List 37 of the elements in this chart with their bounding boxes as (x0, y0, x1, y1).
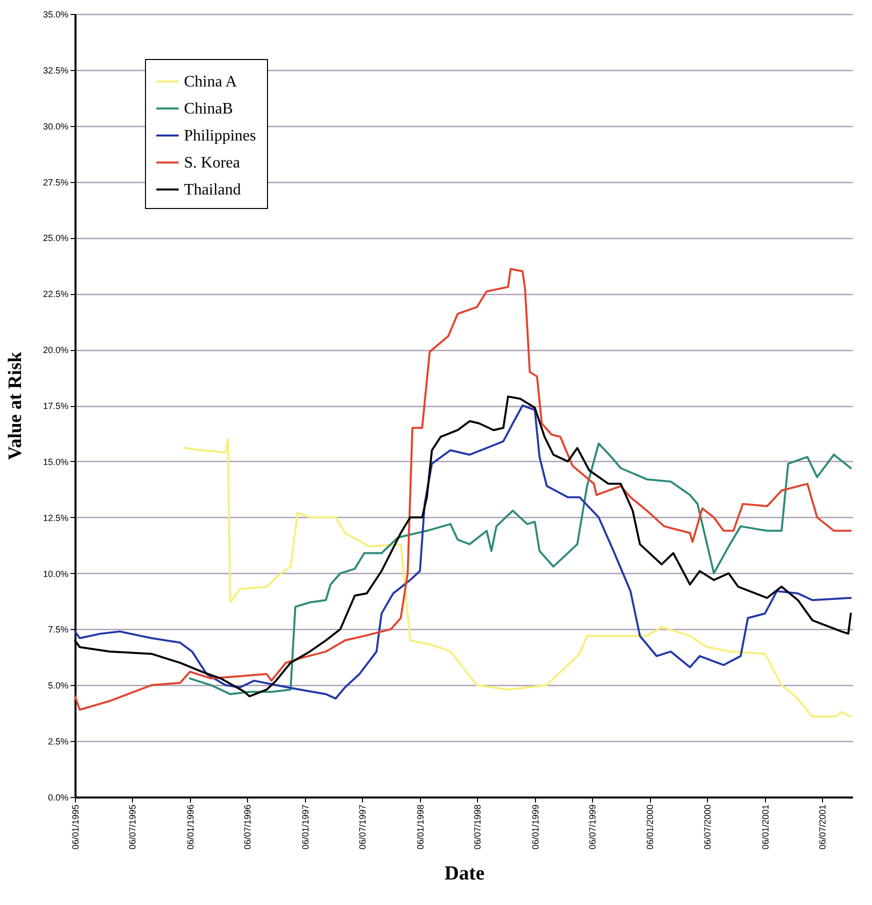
x-tick-label: 06/07/1998 (472, 804, 482, 850)
y-tick-label: 17.5% (42, 401, 68, 411)
x-tick-label: 06/01/2001 (760, 804, 770, 850)
y-tick-label: 10.0% (42, 568, 68, 579)
legend-label: China A (184, 74, 238, 90)
legend-label: ChinaB (184, 100, 233, 118)
x-tick-label: 06/07/2000 (702, 804, 712, 850)
x-tick-label: 06/07/1997 (358, 804, 368, 850)
line-series (74, 268, 852, 711)
x-tick-label: 06/01/1996 (185, 804, 196, 850)
y-tick-label: 7.5% (48, 624, 68, 635)
x-tick-label: 06/01/1997 (300, 804, 311, 850)
y-tick-label: 27.5% (42, 177, 68, 188)
y-tick-label: 30.0% (42, 121, 68, 132)
y-axis-title: Value at Risk (4, 352, 26, 460)
legend-label: Philippines (184, 128, 256, 144)
y-tick-label: 25.0% (42, 233, 68, 244)
y-tick-label: 5.0% (48, 680, 68, 691)
y-tick-label: 0.0% (48, 792, 68, 802)
x-tick-label: 06/07/1996 (242, 804, 253, 850)
y-tick-label: 20.0% (42, 345, 68, 356)
y-tick-label: 22.5% (42, 289, 68, 300)
x-tick-label: 06/07/1995 (127, 804, 138, 850)
x-axis-title: Date (444, 862, 485, 885)
y-tick-label: 15.0% (42, 456, 68, 467)
x-tick-label: 06/07/2001 (817, 804, 828, 850)
y-tick-label: 2.5% (48, 736, 68, 747)
y-tick-label: 35.0% (42, 10, 68, 20)
x-tick-label: 06/01/2000 (645, 804, 656, 850)
x-tick-label: 06/01/1999 (530, 804, 540, 850)
legend-label: S. Korea (184, 154, 240, 172)
y-tick-label: 32.5% (42, 65, 68, 76)
y-tick-label: 12.5% (42, 512, 68, 523)
x-tick-label: 06/01/1998 (415, 804, 426, 850)
x-tick-label: 06/01/1995 (70, 804, 80, 850)
x-tick-label: 06/07/1999 (587, 804, 598, 850)
legend-label: Thailand (184, 182, 241, 198)
